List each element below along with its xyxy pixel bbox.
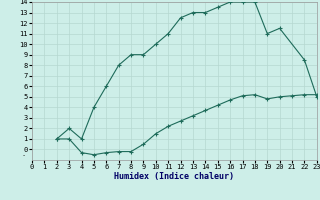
Text: -: - (21, 152, 26, 158)
X-axis label: Humidex (Indice chaleur): Humidex (Indice chaleur) (115, 172, 234, 181)
